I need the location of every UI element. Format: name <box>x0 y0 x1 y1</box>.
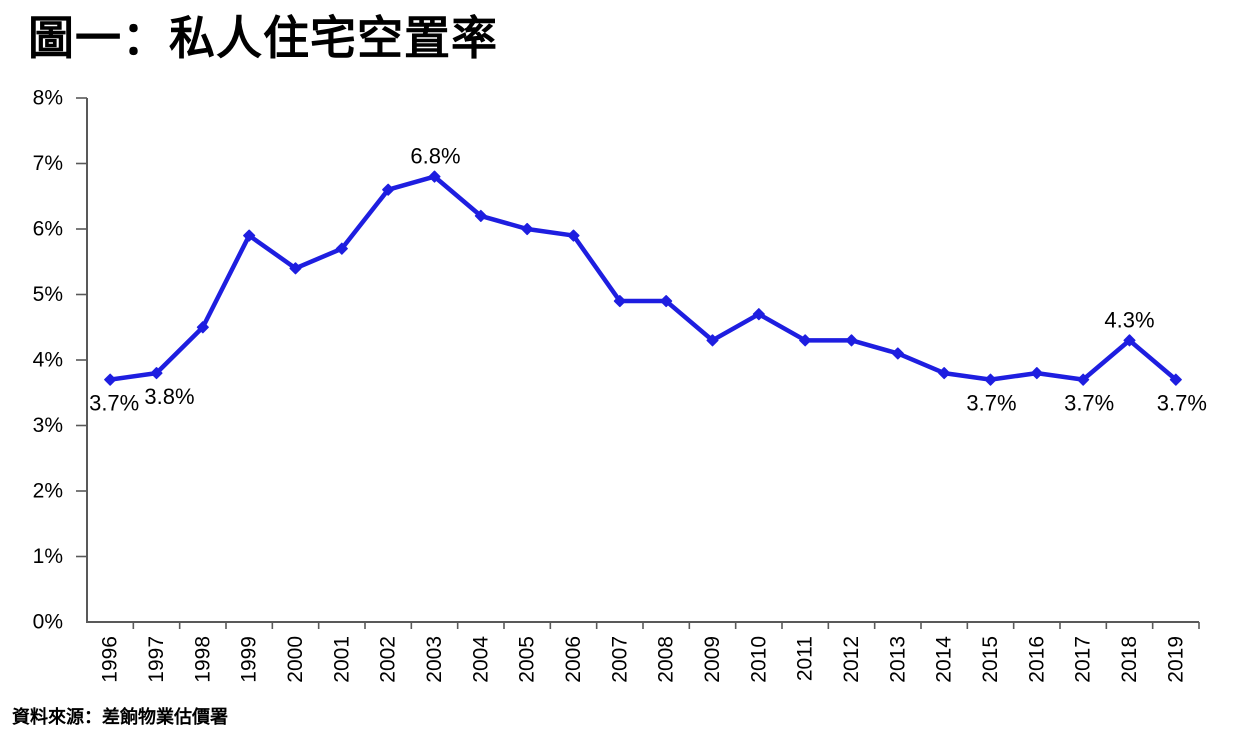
data-point-marker <box>1169 373 1182 386</box>
x-tick-label: 2010 <box>747 636 770 683</box>
y-axis-ticks <box>76 97 87 558</box>
plot-area: 0% 1% 2% 3% 4% 5% 6% 7% 8% 1996 1997 1998 1999 2000 20… <box>33 87 1207 683</box>
x-tick-label: 1997 <box>145 636 168 683</box>
data-point-marker <box>567 229 580 242</box>
y-tick-label: 5% <box>33 283 63 306</box>
x-tick-label: 2000 <box>284 636 307 683</box>
x-tick-label: 2018 <box>1118 636 1141 683</box>
x-tick-label: 2001 <box>330 636 353 683</box>
data-point-marker <box>1077 373 1090 386</box>
data-point-marker <box>799 334 812 347</box>
y-tick-label: 0% <box>33 611 63 634</box>
data-point-marker <box>382 183 395 196</box>
x-tick-label: 2019 <box>1164 636 1187 683</box>
x-tick-label: 2011 <box>794 636 817 681</box>
data-labels: 3.7% 3.8%6.8%3.7% 3.7%4.3%3.7% <box>89 144 1207 416</box>
data-point-marker <box>521 222 534 236</box>
data-label: 3.7% <box>1064 391 1114 416</box>
y-tick-label: 6% <box>33 218 63 241</box>
x-axis-ticks <box>132 622 1200 629</box>
data-point-marker <box>1030 367 1043 380</box>
x-axis-labels: 1996 1997 1998 1999 2000 2001 2002 2003 2004 2005… <box>99 636 1188 683</box>
chart-title: 圖一：私人住宅空置率 <box>28 12 498 64</box>
x-tick-label: 1999 <box>238 636 261 683</box>
x-tick-label: 2006 <box>562 636 585 683</box>
x-tick-label: 2004 <box>469 636 492 683</box>
data-label: 3.8% <box>144 384 194 409</box>
data-label: 3.7% <box>966 391 1016 416</box>
x-tick-label: 2015 <box>979 636 1002 683</box>
data-point-marker <box>335 242 348 255</box>
data-point-marker <box>891 347 904 360</box>
data-point-marker <box>196 321 209 334</box>
x-tick-label: 2007 <box>608 636 631 683</box>
data-point-marker <box>660 295 673 308</box>
y-tick-label: 1% <box>33 545 63 568</box>
x-tick-label: 2003 <box>423 636 446 683</box>
data-point-marker <box>845 334 858 347</box>
x-tick-label: 2008 <box>655 636 678 683</box>
source-note: 資料來源：差餉物業估價署 <box>12 707 228 727</box>
x-tick-label: 2012 <box>840 636 863 683</box>
x-tick-label: 1998 <box>191 636 214 683</box>
data-point-marker <box>474 209 487 222</box>
data-point-marker <box>984 373 997 386</box>
data-point-marker <box>1123 334 1136 347</box>
data-label: 3.7% <box>89 391 139 416</box>
y-tick-label: 3% <box>33 414 63 437</box>
data-label: 3.7% <box>1157 391 1207 416</box>
y-tick-label: 2% <box>33 480 63 503</box>
data-point-marker <box>289 262 302 275</box>
data-point-marker <box>752 308 765 321</box>
y-tick-label: 7% <box>33 152 63 175</box>
data-point-marker <box>150 367 163 380</box>
x-tick-label: 2009 <box>701 636 724 683</box>
x-tick-label: 2005 <box>516 636 539 683</box>
series-line <box>107 174 1179 382</box>
x-tick-label: 2017 <box>1072 636 1095 683</box>
y-tick-label: 8% <box>33 87 63 110</box>
data-point-marker <box>428 170 441 183</box>
series-markers <box>104 170 1182 386</box>
x-tick-label: 2014 <box>933 636 956 683</box>
data-point-marker <box>613 295 626 308</box>
y-axis-labels: 0% 1% 2% 3% 4% 5% 6% 7% 8% <box>33 87 63 634</box>
data-point-marker <box>104 373 117 386</box>
x-tick-label: 1996 <box>99 636 122 683</box>
y-tick-label: 4% <box>33 349 63 372</box>
data-label: 4.3% <box>1104 307 1154 332</box>
data-point-marker <box>243 229 256 242</box>
data-label: 6.8% <box>410 144 460 169</box>
x-tick-label: 2016 <box>1025 636 1048 683</box>
x-tick-label: 2002 <box>377 636 400 683</box>
data-point-marker <box>938 367 951 380</box>
x-tick-label: 2013 <box>886 636 909 683</box>
data-point-marker <box>706 334 719 347</box>
